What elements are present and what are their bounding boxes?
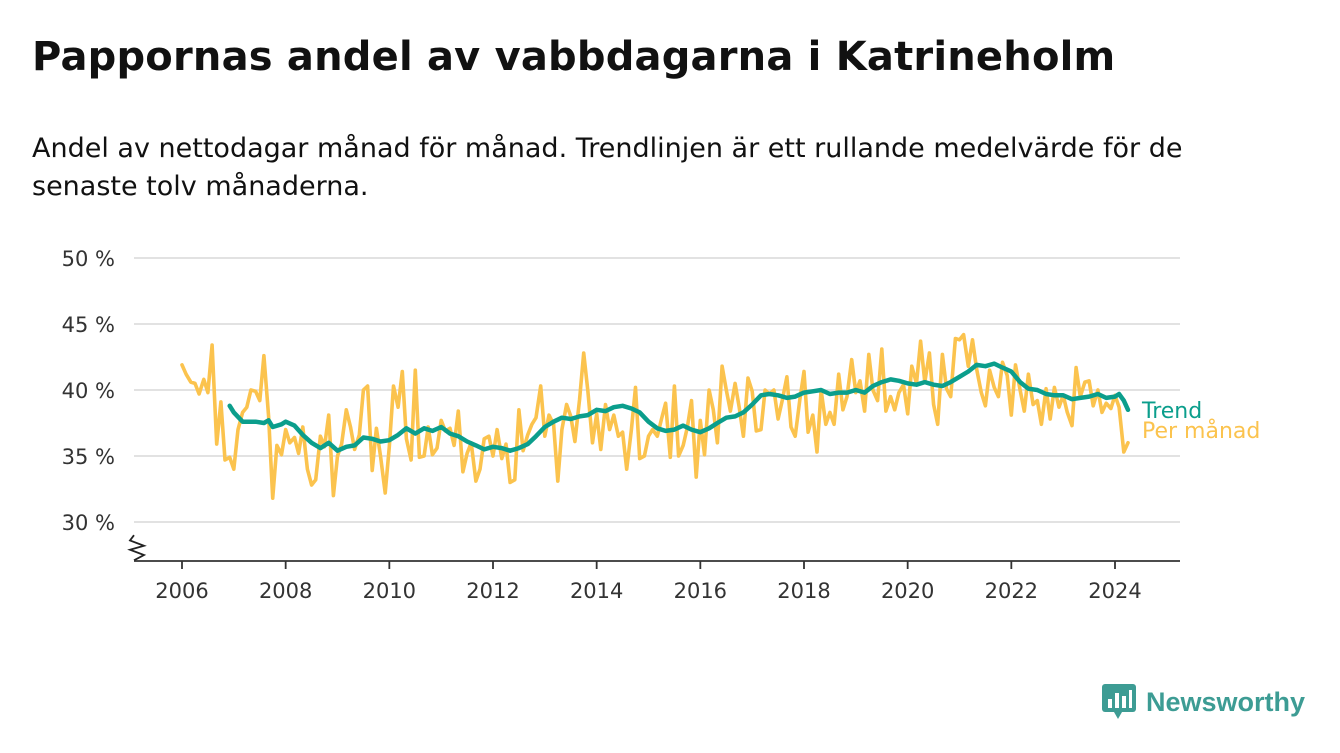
newsworthy-brand: Newsworthy	[1102, 684, 1305, 720]
newsworthy-logo-icon	[1102, 684, 1136, 719]
brand-name: Newsworthy	[1146, 686, 1306, 717]
y-axis-labels: 30 % 35 % 40 % 45 % 50 %	[62, 247, 147, 562]
series-layer	[180, 332, 1131, 500]
x-tick-label: 2014	[570, 579, 623, 603]
x-axis: 2006 2008 2010 2012 2014 2016 2018 2020 2022 2024	[134, 560, 1180, 603]
y-tick-label: 30 %	[62, 511, 115, 535]
y-tick-label: 45 %	[62, 313, 115, 337]
y-tick-label: 50 %	[62, 247, 115, 271]
grid-lines	[134, 257, 1180, 523]
x-tick-label: 2018	[777, 579, 830, 603]
x-tick-label: 2008	[259, 579, 312, 603]
y-tick-label: 35 %	[62, 445, 115, 469]
x-tick-label: 2012	[466, 579, 519, 603]
axis-break-marker	[127, 534, 147, 562]
x-tick-label: 2016	[674, 579, 727, 603]
legend-label-monthly: Per månad	[1142, 418, 1260, 444]
x-tick-label: 2006	[155, 579, 208, 603]
chart-title: Pappornas andel av vabbdagarna i Katrine…	[32, 34, 1116, 80]
x-tick-label: 2022	[985, 579, 1038, 603]
legend-label-trend: Trend	[1141, 399, 1202, 424]
x-tick-label: 2010	[363, 579, 416, 603]
monthly-line	[180, 332, 1130, 500]
x-tick-label: 2024	[1088, 579, 1141, 603]
x-tick-label: 2020	[881, 579, 934, 603]
trend-line	[227, 361, 1131, 453]
chart-subtitle: Andel av nettodagar månad för månad. Tre…	[32, 133, 1183, 202]
y-tick-label: 40 %	[62, 379, 115, 403]
